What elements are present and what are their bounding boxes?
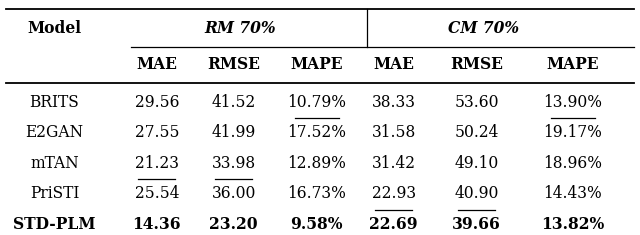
Text: PriSTI: PriSTI	[29, 185, 79, 202]
Text: 36.00: 36.00	[211, 185, 256, 202]
Text: 38.33: 38.33	[372, 94, 415, 111]
Text: 49.10: 49.10	[454, 155, 499, 172]
Text: 41.99: 41.99	[211, 124, 256, 141]
Text: 53.60: 53.60	[454, 94, 499, 111]
Text: CM 70%: CM 70%	[447, 20, 519, 37]
Text: BRITS: BRITS	[29, 94, 79, 111]
Text: 16.73%: 16.73%	[287, 185, 346, 202]
Text: 22.93: 22.93	[372, 185, 415, 202]
Text: 9.58%: 9.58%	[291, 216, 343, 233]
Text: RM 70%: RM 70%	[204, 20, 276, 37]
Text: 13.82%: 13.82%	[541, 216, 604, 233]
Text: 25.54: 25.54	[134, 185, 179, 202]
Text: MAPE: MAPE	[291, 56, 343, 73]
Text: E2GAN: E2GAN	[26, 124, 83, 141]
Text: 12.89%: 12.89%	[287, 155, 346, 172]
Text: 14.36: 14.36	[132, 216, 181, 233]
Text: MAPE: MAPE	[547, 56, 599, 73]
Text: RMSE: RMSE	[451, 56, 503, 73]
Text: 23.20: 23.20	[209, 216, 258, 233]
Text: Model: Model	[28, 20, 81, 37]
Text: RMSE: RMSE	[207, 56, 260, 73]
Text: 27.55: 27.55	[134, 124, 179, 141]
Text: mTAN: mTAN	[30, 155, 79, 172]
Text: 29.56: 29.56	[134, 94, 179, 111]
Text: MAE: MAE	[136, 56, 177, 73]
Text: 17.52%: 17.52%	[287, 124, 346, 141]
Text: 22.69: 22.69	[369, 216, 418, 233]
Text: 31.58: 31.58	[371, 124, 416, 141]
Text: 39.66: 39.66	[452, 216, 501, 233]
Text: 40.90: 40.90	[454, 185, 499, 202]
Text: MAE: MAE	[373, 56, 414, 73]
Text: 50.24: 50.24	[454, 124, 499, 141]
Text: 14.43%: 14.43%	[543, 185, 602, 202]
Text: STD-PLM: STD-PLM	[13, 216, 95, 233]
Text: 10.79%: 10.79%	[287, 94, 346, 111]
Text: 31.42: 31.42	[372, 155, 415, 172]
Text: 33.98: 33.98	[212, 155, 255, 172]
Text: 21.23: 21.23	[135, 155, 179, 172]
Text: 18.96%: 18.96%	[543, 155, 602, 172]
Text: 13.90%: 13.90%	[543, 94, 602, 111]
Text: 41.52: 41.52	[211, 94, 256, 111]
Text: 19.17%: 19.17%	[543, 124, 602, 141]
